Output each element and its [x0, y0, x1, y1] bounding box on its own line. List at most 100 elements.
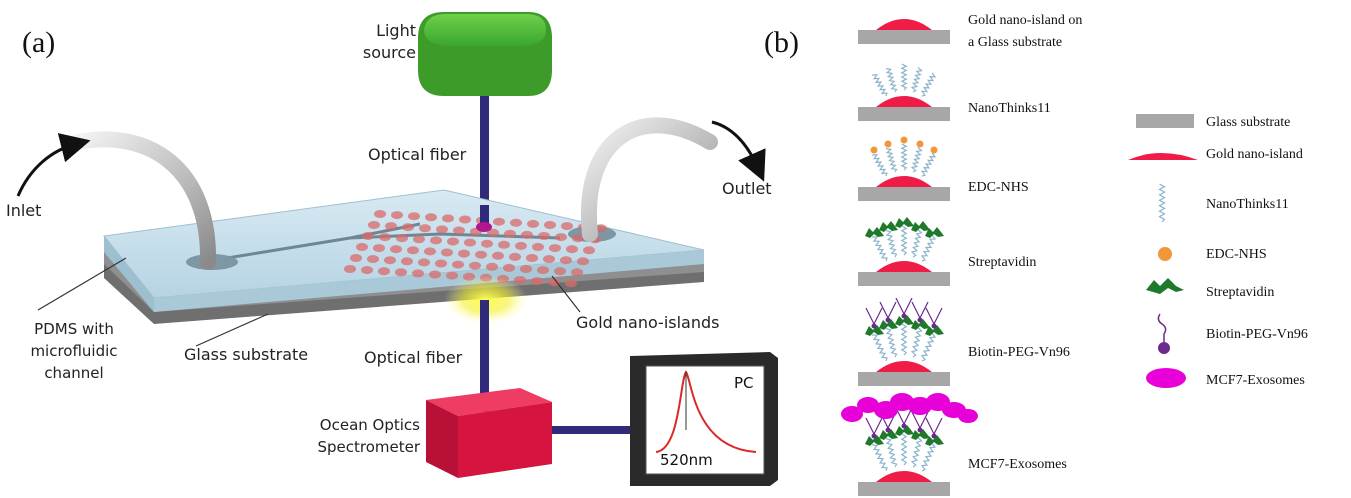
edc-nhs-dot [870, 146, 878, 154]
gold-nano-island [430, 236, 442, 245]
step-biotin-peg: Biotin-PEG-Vn96 [858, 297, 1070, 386]
gold-nano-island [412, 269, 424, 278]
legend-label: MCF7-Exosomes [1206, 373, 1305, 388]
inlet-arrow [16, 133, 91, 197]
gold-nano-island [538, 232, 550, 240]
gold-nano-island [374, 210, 386, 218]
gold-nano-island [554, 267, 566, 276]
gold-nano-island-icon [876, 361, 932, 372]
panel-a-label: (a) [22, 26, 55, 59]
spectrometer-label-line1: Ocean Optics [320, 416, 420, 434]
gold-nano-island [481, 239, 493, 248]
gold-nano-island [350, 254, 362, 262]
legend-label: Gold nano-island [1206, 147, 1303, 162]
inlet-label: Inlet [6, 201, 41, 220]
glass-substrate-icon [858, 30, 950, 44]
step-nanothinks: NanoThinks11 [858, 63, 1051, 121]
gold-nano-island [493, 217, 505, 226]
nanothinks-linker [910, 327, 923, 358]
biotin-peg-icon [1157, 313, 1167, 342]
panel-b: (b) Gold nano-island on a Glass substrat… [764, 13, 1308, 496]
gold-nano-island [504, 229, 516, 238]
legend-item-edc: EDC-NHS [1158, 247, 1267, 262]
biotin-peg-mark [911, 411, 929, 429]
light-source-label-line1: Light [376, 21, 416, 40]
streptavidin-mark [911, 221, 930, 232]
glass-substrate-icon [1136, 114, 1194, 128]
spectrometer-cable [552, 426, 646, 434]
biotin-peg-mark [925, 307, 943, 325]
biotin-peg-mark [895, 407, 913, 425]
gold-nano-island [402, 223, 414, 232]
exosome-icon [1146, 368, 1186, 388]
nanothinks-linker [872, 154, 888, 177]
gold-nano-island-icon [876, 19, 932, 30]
gold-nano-island [486, 262, 498, 271]
nanothinks-linker [885, 327, 898, 358]
edc-nhs-dot [900, 136, 908, 144]
gold-nano-island [503, 263, 515, 272]
pc-monitor [630, 352, 778, 486]
gold-nano-islands-label: Gold nano-islands [576, 313, 719, 332]
step-gold-on-glass: Gold nano-island on a Glass substrate [858, 13, 1082, 50]
gold-nano-island [429, 270, 441, 279]
gold-nano-island [384, 256, 396, 265]
optical-fiber-top-label: Optical fiber [368, 145, 467, 164]
streptavidin-icon [1146, 278, 1184, 294]
nanothinks-linker [871, 236, 888, 262]
gold-nano-island [413, 235, 425, 244]
gold-nano-island [526, 254, 538, 262]
gold-nano-island [361, 266, 373, 275]
gold-nano-island [537, 266, 549, 275]
gold-nano-island [509, 252, 521, 261]
gold-nano-island [510, 218, 522, 227]
panel-b-label: (b) [764, 26, 799, 59]
legend-item-nanothinks: NanoThinks11 [1158, 183, 1289, 223]
pc-label: PC [734, 374, 754, 392]
biotin-peg-mark [895, 297, 913, 315]
streptavidin-mark [895, 217, 914, 228]
gold-nano-island [521, 230, 533, 239]
gold-nano-island [527, 219, 539, 228]
gold-nano-island [555, 233, 567, 242]
outlet-arrow [711, 120, 766, 182]
gold-nano-island [452, 260, 464, 269]
biotin-peg-mark [865, 307, 883, 325]
streptavidin-mark [911, 429, 930, 440]
legend-label: Streptavidin [1206, 285, 1274, 300]
gold-nano-island [390, 245, 402, 254]
nanothinks-linker [900, 63, 908, 91]
step-5-label: Biotin-PEG-Vn96 [968, 345, 1070, 360]
streptavidin-mark [895, 425, 914, 436]
streptavidin-mark [879, 319, 898, 330]
gold-nano-island [543, 255, 555, 264]
gold-nano-island [435, 259, 447, 268]
gold-nano-island [560, 256, 572, 265]
gold-nano-island [566, 245, 578, 254]
biotin-peg-linkers [865, 297, 944, 362]
step-1-label-line1: Gold nano-island on [968, 13, 1082, 28]
gold-nano-island [425, 213, 437, 222]
nanothinks-linkers [872, 63, 937, 97]
gold-nano-island [459, 215, 471, 224]
exosome-linkers [865, 407, 944, 472]
streptavidin-mark [865, 325, 884, 336]
nanothinks-linker [920, 234, 937, 262]
optical-fiber-bottom-label: Optical fiber [364, 348, 463, 367]
nanothinks-linker [920, 72, 937, 97]
gold-nano-island [378, 267, 390, 276]
microfluidic-chip [103, 189, 705, 324]
gold-nano-island [424, 247, 436, 256]
streptavidin-mark [879, 221, 898, 232]
streptavidin-mark [879, 429, 898, 440]
streptavidin-mark [865, 227, 884, 238]
spectrometer-label-line2: Spectrometer [317, 438, 420, 456]
gold-nano-island [520, 265, 532, 273]
nanothinks-linker [885, 148, 898, 173]
nanothinks-linker [910, 437, 923, 468]
optical-fiber-top [480, 92, 489, 230]
biotin-peg-mark [865, 417, 883, 435]
step-1-label-line2: a Glass substrate [968, 35, 1062, 50]
nanothinks-linker [900, 323, 908, 356]
panel-a: (a) [6, 12, 778, 486]
